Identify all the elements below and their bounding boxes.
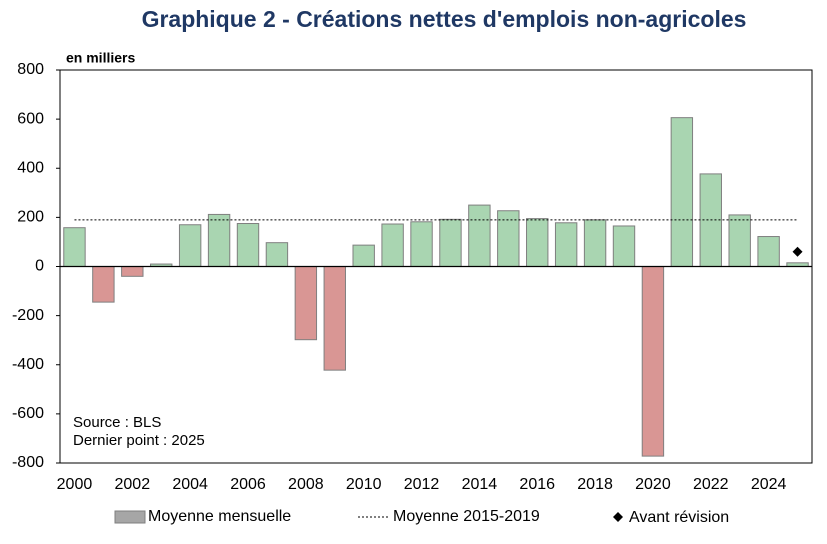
- x-tick-label: 2002: [115, 476, 151, 493]
- bar: [92, 266, 115, 303]
- y-tick-label: -400: [12, 356, 44, 373]
- y-tick-label: 800: [17, 61, 44, 78]
- y-tick-label: 0: [35, 258, 44, 275]
- bar: [121, 266, 144, 277]
- bar: [757, 236, 780, 268]
- bar: [207, 213, 231, 268]
- x-tick-label: 2022: [693, 476, 729, 493]
- bar: [178, 224, 202, 267]
- x-tick-label: 2012: [404, 476, 440, 493]
- y-tick-label: -600: [12, 405, 44, 422]
- bar: [294, 266, 318, 341]
- y-tick-label: 400: [17, 159, 44, 176]
- annotation: Source : BLS: [73, 414, 161, 431]
- revision-marker: [792, 246, 803, 257]
- x-tick-label: 2024: [751, 476, 787, 493]
- bar: [468, 204, 491, 267]
- chart-title: Graphique 2 - Créations nettes d'emplois…: [142, 6, 747, 32]
- y-tick-label: 600: [17, 110, 44, 127]
- x-tick-label: 2018: [577, 476, 613, 493]
- bar: [439, 218, 462, 267]
- legend-label: Avant révision: [629, 509, 729, 526]
- x-tick-label: 2014: [462, 476, 498, 493]
- legend-label: Moyenne 2015-2019: [393, 508, 540, 525]
- x-tick-label: 2016: [519, 476, 555, 493]
- legend-swatch: [613, 512, 623, 522]
- y-axis-label: en milliers: [66, 50, 135, 66]
- bar: [641, 266, 665, 457]
- x-tick-label: 2010: [346, 476, 382, 493]
- bar: [265, 242, 289, 268]
- bar: [410, 221, 433, 267]
- legend-swatch: [114, 510, 146, 524]
- bar: [670, 117, 694, 268]
- x-tick-label: 2020: [635, 476, 671, 493]
- y-tick-label: -800: [12, 454, 44, 471]
- legend-label: Moyenne mensuelle: [148, 508, 291, 525]
- bar: [612, 225, 636, 268]
- x-tick-label: 2000: [57, 476, 93, 493]
- bar: [554, 222, 578, 267]
- x-tick-label: 2004: [172, 476, 208, 493]
- x-tick-label: 2008: [288, 476, 324, 493]
- bar: [236, 223, 260, 267]
- bar: [497, 210, 520, 267]
- bar: [526, 218, 549, 267]
- y-tick-label: -200: [12, 307, 44, 324]
- annotation: Dernier point : 2025: [73, 432, 205, 449]
- bar: [323, 266, 346, 371]
- bar: [381, 223, 404, 268]
- bar: [352, 244, 375, 268]
- bar: [728, 214, 751, 267]
- bar: [63, 227, 86, 268]
- y-tick-label: 200: [17, 209, 44, 226]
- bar: [583, 219, 607, 268]
- x-tick-label: 2006: [230, 476, 266, 493]
